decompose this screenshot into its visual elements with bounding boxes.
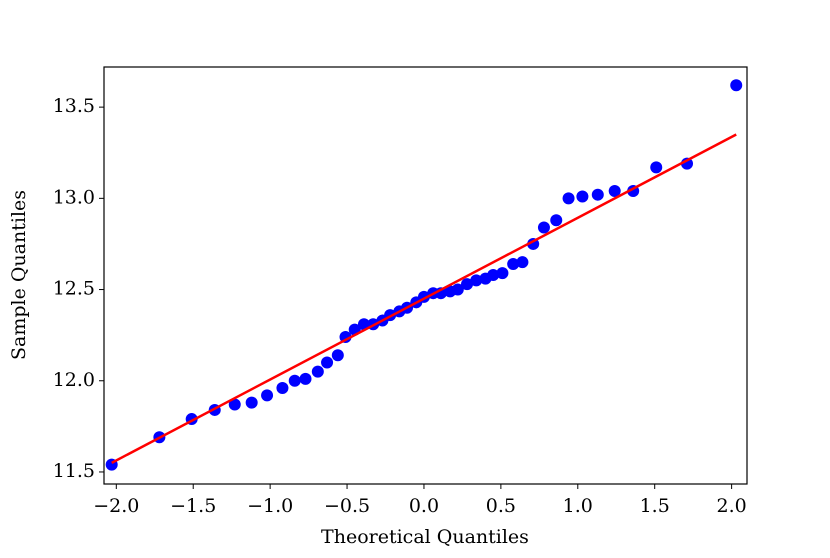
point bbox=[487, 268, 500, 281]
point bbox=[608, 185, 621, 198]
point bbox=[516, 256, 529, 269]
y-tick-label: 12.5 bbox=[53, 278, 95, 300]
x-tick-label: −1.0 bbox=[247, 495, 293, 517]
point bbox=[261, 389, 274, 402]
point bbox=[357, 318, 370, 331]
y-tick-label: 12.0 bbox=[53, 369, 95, 391]
point bbox=[730, 79, 743, 92]
x-tick-label: 2.0 bbox=[717, 495, 747, 517]
point bbox=[576, 190, 589, 203]
point bbox=[591, 188, 604, 201]
x-tick-label: 0.5 bbox=[486, 495, 516, 517]
y-tick-label: 13.0 bbox=[53, 186, 95, 208]
point bbox=[470, 274, 483, 287]
point bbox=[321, 356, 334, 369]
y-tick-label: 11.5 bbox=[53, 460, 95, 482]
point bbox=[228, 398, 241, 411]
x-tick-label: 0.0 bbox=[409, 495, 439, 517]
x-tick-label: −1.5 bbox=[170, 495, 216, 517]
point bbox=[339, 330, 352, 343]
point bbox=[311, 365, 324, 378]
y-axis-label: Sample Quantiles bbox=[8, 190, 30, 360]
point bbox=[451, 283, 464, 296]
plot-frame bbox=[103, 66, 748, 485]
x-tick-label: −0.5 bbox=[324, 495, 370, 517]
point bbox=[507, 258, 520, 271]
point bbox=[461, 278, 474, 291]
point bbox=[562, 192, 575, 205]
point bbox=[550, 214, 563, 227]
x-tick-label: 1.0 bbox=[563, 495, 593, 517]
fit-line bbox=[111, 133, 737, 464]
point bbox=[288, 374, 301, 387]
point bbox=[331, 349, 344, 362]
point bbox=[245, 396, 258, 409]
point bbox=[299, 372, 312, 385]
point bbox=[496, 267, 509, 280]
y-tick-label: 13.5 bbox=[53, 95, 95, 117]
x-tick-label: 1.5 bbox=[640, 495, 670, 517]
x-axis-label: Theoretical Quantiles bbox=[321, 526, 529, 548]
point bbox=[276, 382, 289, 395]
x-tick-label: −2.0 bbox=[93, 495, 139, 517]
point bbox=[537, 221, 550, 234]
point bbox=[650, 161, 663, 174]
